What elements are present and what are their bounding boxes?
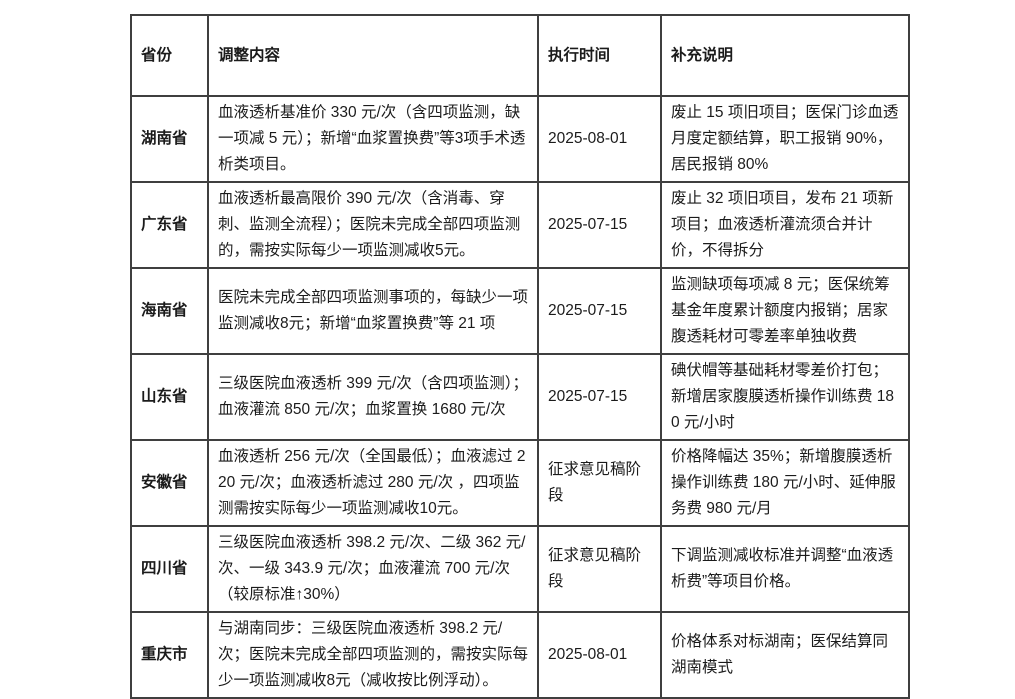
notes-cell: 废止 32 项旧项目，发布 21 项新项目；血液透析灌流须合并计价，不得拆分 xyxy=(660,181,910,269)
content-cell: 与湖南同步：三级医院血液透析 398.2 元/次；医院未完成全部四项监测的，需按… xyxy=(207,611,539,699)
table-row: 山东省 三级医院血液透析 399 元/次（含四项监测）；血液灌流 850 元/次… xyxy=(130,353,910,441)
content-cell: 医院未完成全部四项监测事项的，每缺少一项监测减收8元；新增“血浆置换费”等 21… xyxy=(207,267,539,355)
notes-cell: 碘伏帽等基础耗材零差价打包；新增居家腹膜透析操作训练费 180 元/小时 xyxy=(660,353,910,441)
province-cell: 广东省 xyxy=(130,181,209,269)
header-province: 省份 xyxy=(130,14,209,97)
province-cell: 重庆市 xyxy=(130,611,209,699)
province-cell: 海南省 xyxy=(130,267,209,355)
time-cell: 2025-07-15 xyxy=(537,353,662,441)
content-cell: 血液透析最高限价 390 元/次（含消毒、穿刺、监测全流程）；医院未完成全部四项… xyxy=(207,181,539,269)
notes-cell: 价格降幅达 35%；新增腹膜透析操作训练费 180 元/小时、延伸服务费 980… xyxy=(660,439,910,527)
content-cell: 血液透析 256 元/次（全国最低）；血液滤过 220 元/次；血液透析滤过 2… xyxy=(207,439,539,527)
content-cell: 三级医院血液透析 399 元/次（含四项监测）；血液灌流 850 元/次；血浆置… xyxy=(207,353,539,441)
header-execution-time: 执行时间 xyxy=(537,14,662,97)
notes-cell: 监测缺项每项减 8 元；医保统筹基金年度累计额度内报销；居家腹透耗材可零差率单独… xyxy=(660,267,910,355)
notes-cell: 价格体系对标湖南；医保结算同湖南模式 xyxy=(660,611,910,699)
province-cell: 安徽省 xyxy=(130,439,209,527)
province-cell: 湖南省 xyxy=(130,95,209,183)
time-cell: 2025-08-01 xyxy=(537,95,662,183)
header-supplementary-notes: 补充说明 xyxy=(660,14,910,97)
notes-cell: 下调监测减收标准并调整“血液透析费”等项目价格。 xyxy=(660,525,910,613)
province-cell: 山东省 xyxy=(130,353,209,441)
table-row: 广东省 血液透析最高限价 390 元/次（含消毒、穿刺、监测全流程）；医院未完成… xyxy=(130,181,910,269)
table-row: 四川省 三级医院血液透析 398.2 元/次、二级 362 元/次、一级 343… xyxy=(130,525,910,613)
content-cell: 三级医院血液透析 398.2 元/次、二级 362 元/次、一级 343.9 元… xyxy=(207,525,539,613)
table-row: 海南省 医院未完成全部四项监测事项的，每缺少一项监测减收8元；新增“血浆置换费”… xyxy=(130,267,910,355)
notes-cell: 废止 15 项旧项目；医保门诊血透月度定额结算，职工报销 90%，居民报销 80… xyxy=(660,95,910,183)
table-row: 湖南省 血液透析基准价 330 元/次（含四项监测，缺一项减 5 元）；新增“血… xyxy=(130,95,910,183)
time-cell: 2025-08-01 xyxy=(537,611,662,699)
time-cell: 2025-07-15 xyxy=(537,181,662,269)
time-cell: 征求意见稿阶段 xyxy=(537,525,662,613)
content-cell: 血液透析基准价 330 元/次（含四项监测，缺一项减 5 元）；新增“血浆置换费… xyxy=(207,95,539,183)
table-header-row: 省份 调整内容 执行时间 补充说明 xyxy=(130,14,910,97)
header-adjustment-content: 调整内容 xyxy=(207,14,539,97)
table-row: 重庆市 与湖南同步：三级医院血液透析 398.2 元/次；医院未完成全部四项监测… xyxy=(130,611,910,699)
table-row: 安徽省 血液透析 256 元/次（全国最低）；血液滤过 220 元/次；血液透析… xyxy=(130,439,910,527)
time-cell: 征求意见稿阶段 xyxy=(537,439,662,527)
dialysis-price-adjustment-table: 省份 调整内容 执行时间 补充说明 湖南省 血液透析基准价 330 元/次（含四… xyxy=(130,14,910,699)
time-cell: 2025-07-15 xyxy=(537,267,662,355)
province-cell: 四川省 xyxy=(130,525,209,613)
